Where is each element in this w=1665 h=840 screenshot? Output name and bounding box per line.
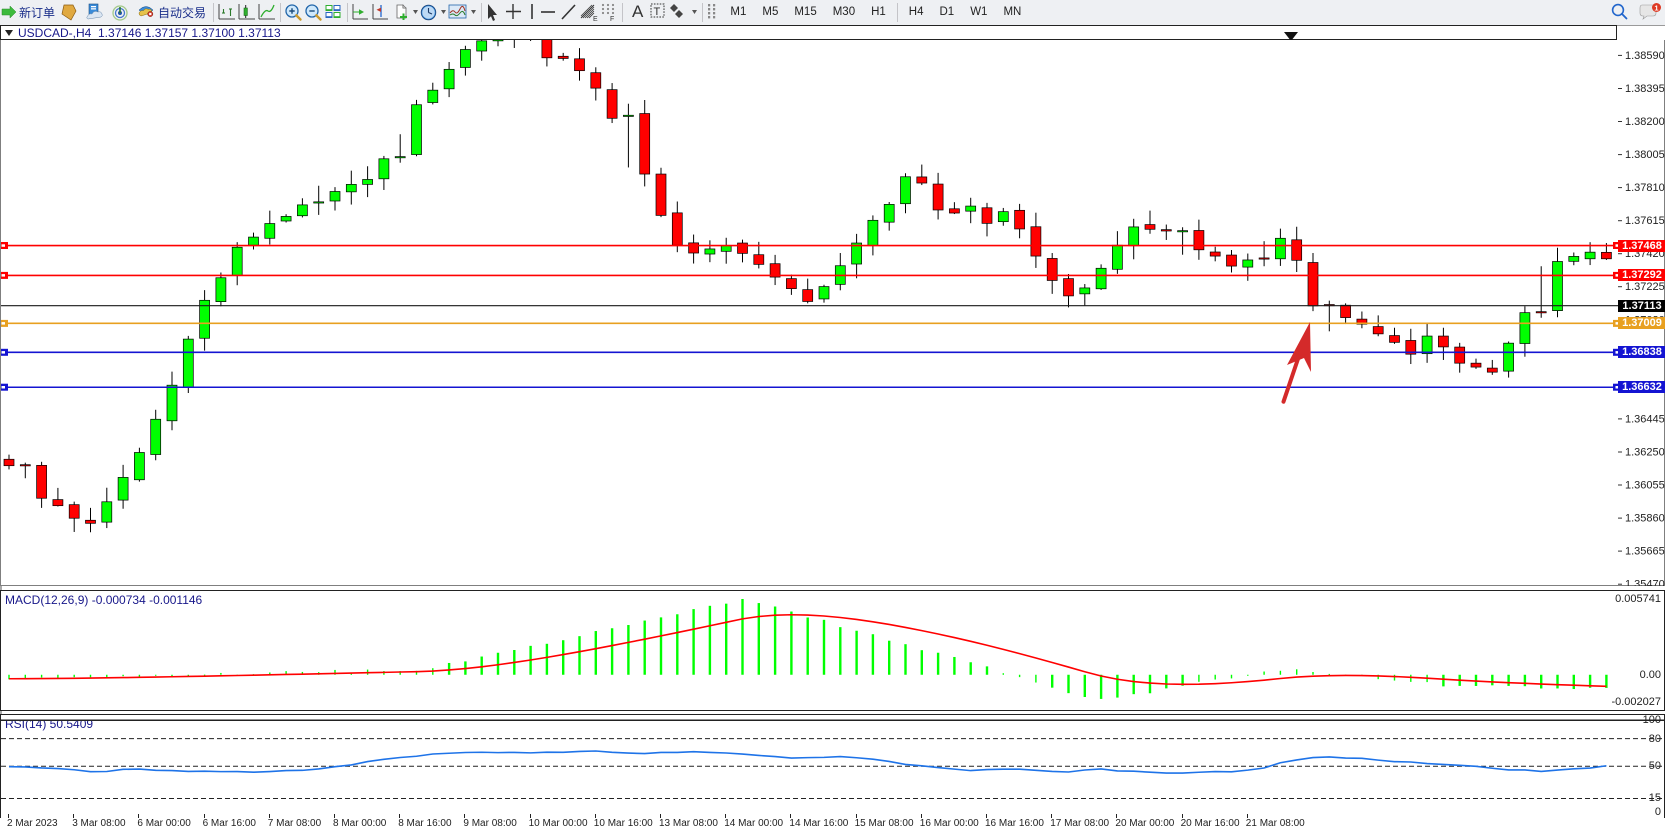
svg-text:1.37615: 1.37615 — [1625, 215, 1665, 227]
svg-text:F: F — [610, 16, 614, 22]
svg-text:E: E — [593, 16, 598, 22]
svg-text:1.36250: 1.36250 — [1625, 447, 1665, 459]
svg-text:1.37810: 1.37810 — [1625, 182, 1665, 194]
svg-text:1: 1 — [1654, 4, 1658, 13]
svg-text:1.38005: 1.38005 — [1625, 149, 1665, 161]
svg-text:1.38200: 1.38200 — [1625, 116, 1665, 128]
svg-text:1.36445: 1.36445 — [1625, 413, 1665, 425]
svg-text:1.35470: 1.35470 — [1625, 579, 1665, 586]
svg-text:1.35860: 1.35860 — [1625, 513, 1665, 525]
svg-text:1.38395: 1.38395 — [1625, 83, 1665, 95]
svg-text:1.37225: 1.37225 — [1625, 281, 1665, 293]
svg-text:T: T — [654, 6, 661, 18]
svg-text:1.36055: 1.36055 — [1625, 480, 1665, 492]
svg-text:1.35665: 1.35665 — [1625, 546, 1665, 558]
svg-text:1.38590: 1.38590 — [1625, 50, 1665, 62]
